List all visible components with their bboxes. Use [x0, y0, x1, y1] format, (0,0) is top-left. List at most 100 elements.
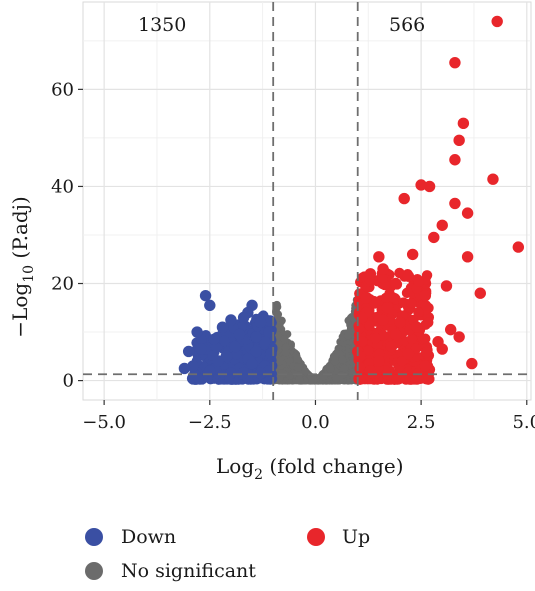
down-point [225, 367, 237, 380]
down-point [218, 335, 230, 347]
no-significant-point [294, 363, 303, 372]
down-point [229, 340, 241, 353]
up-point [396, 356, 408, 367]
up-point [354, 361, 366, 373]
down-point [265, 348, 277, 360]
up-point [356, 311, 368, 324]
up-point [436, 343, 448, 355]
legend-ns-label: No significant [121, 560, 256, 582]
y-tick-label: 20 [51, 274, 74, 295]
legend-up-label: Up [342, 526, 370, 548]
up-point [512, 241, 525, 253]
up-point [390, 277, 402, 290]
no-significant-point [293, 354, 302, 363]
no-significant-point [309, 376, 318, 385]
up-point [423, 180, 436, 193]
up-point [413, 307, 424, 318]
grid [82, 1, 532, 401]
up-point [354, 350, 366, 363]
up-point [385, 340, 398, 353]
up-point [394, 316, 406, 329]
up-point [377, 272, 388, 284]
up-point [449, 154, 461, 166]
up-point [420, 300, 432, 311]
up-point [461, 251, 474, 263]
up-point [457, 117, 470, 130]
no-significant-point [285, 371, 294, 380]
down-point [178, 362, 191, 375]
up-point [364, 320, 375, 331]
up-point [363, 345, 374, 356]
down-point [220, 350, 233, 363]
up-point [368, 297, 381, 309]
x-tick-label: 2.5 [407, 412, 436, 433]
no-significant-point [340, 364, 349, 373]
up-point [402, 373, 413, 384]
up-point [453, 331, 465, 343]
down-point [193, 373, 204, 385]
up-point [406, 333, 418, 344]
down-point [237, 367, 250, 379]
down-point [191, 326, 203, 338]
legend-down-label: Down [121, 526, 176, 548]
no-significant-point [275, 374, 284, 383]
down-point [225, 314, 237, 326]
up-point [387, 292, 399, 303]
legend: Down Up No significant [85, 526, 370, 582]
up-point [453, 134, 465, 147]
down-point [259, 336, 271, 348]
plot-panel [82, 1, 532, 401]
up-point [428, 231, 440, 244]
no-significant-point [343, 331, 352, 340]
down-point [208, 333, 220, 346]
up-point [373, 251, 385, 263]
down-point [182, 345, 195, 358]
down-point [254, 367, 267, 380]
up-point [421, 346, 433, 358]
x-tick-label: 0.0 [301, 412, 330, 433]
y-axis-title-sub: 10 [21, 265, 37, 283]
up-point [360, 292, 372, 304]
up-point [353, 323, 365, 334]
x-tick-label: −2.5 [188, 412, 232, 433]
up-point [373, 355, 385, 367]
down-point [237, 311, 250, 324]
up-point [370, 332, 382, 344]
no-significant-point [330, 353, 339, 362]
no-significant-point [332, 374, 341, 383]
no-significant-point [301, 367, 310, 376]
up-point [419, 289, 432, 302]
down-point [195, 343, 208, 355]
up-point [449, 197, 461, 210]
y-axis-title-rest: (P.adj) [8, 196, 32, 265]
up-point [449, 56, 461, 69]
up-point [491, 15, 503, 28]
legend-down-swatch [85, 528, 103, 546]
x-axis-title-rest: (fold change) [263, 454, 404, 478]
up-point [444, 323, 457, 336]
up-point [394, 267, 405, 279]
down-point [204, 299, 216, 312]
legend-up-swatch [307, 528, 325, 546]
up-point [474, 287, 486, 299]
y-axis-title: −Log10 (P.adj) [8, 196, 37, 337]
up-point [377, 314, 389, 326]
no-significant-point [274, 333, 283, 342]
x-tick-label: −5.0 [82, 412, 126, 433]
y-tick-label: 0 [63, 371, 74, 392]
up-point [415, 179, 427, 191]
x-axis-title-main: Log [216, 454, 254, 478]
up-point [436, 219, 448, 231]
up-point [406, 298, 417, 310]
threshold-lines [83, 2, 531, 400]
no-significant-point [273, 302, 282, 311]
down-point [246, 357, 258, 370]
no-significant-point [275, 357, 284, 366]
up-point [419, 360, 432, 372]
axes: −5.0 −2.5 0.0 2.5 5.0 0 20 40 60 [51, 79, 535, 433]
up-point [411, 372, 422, 384]
no-significant-point [338, 355, 347, 364]
down-point [250, 345, 262, 358]
down-point [254, 316, 267, 329]
